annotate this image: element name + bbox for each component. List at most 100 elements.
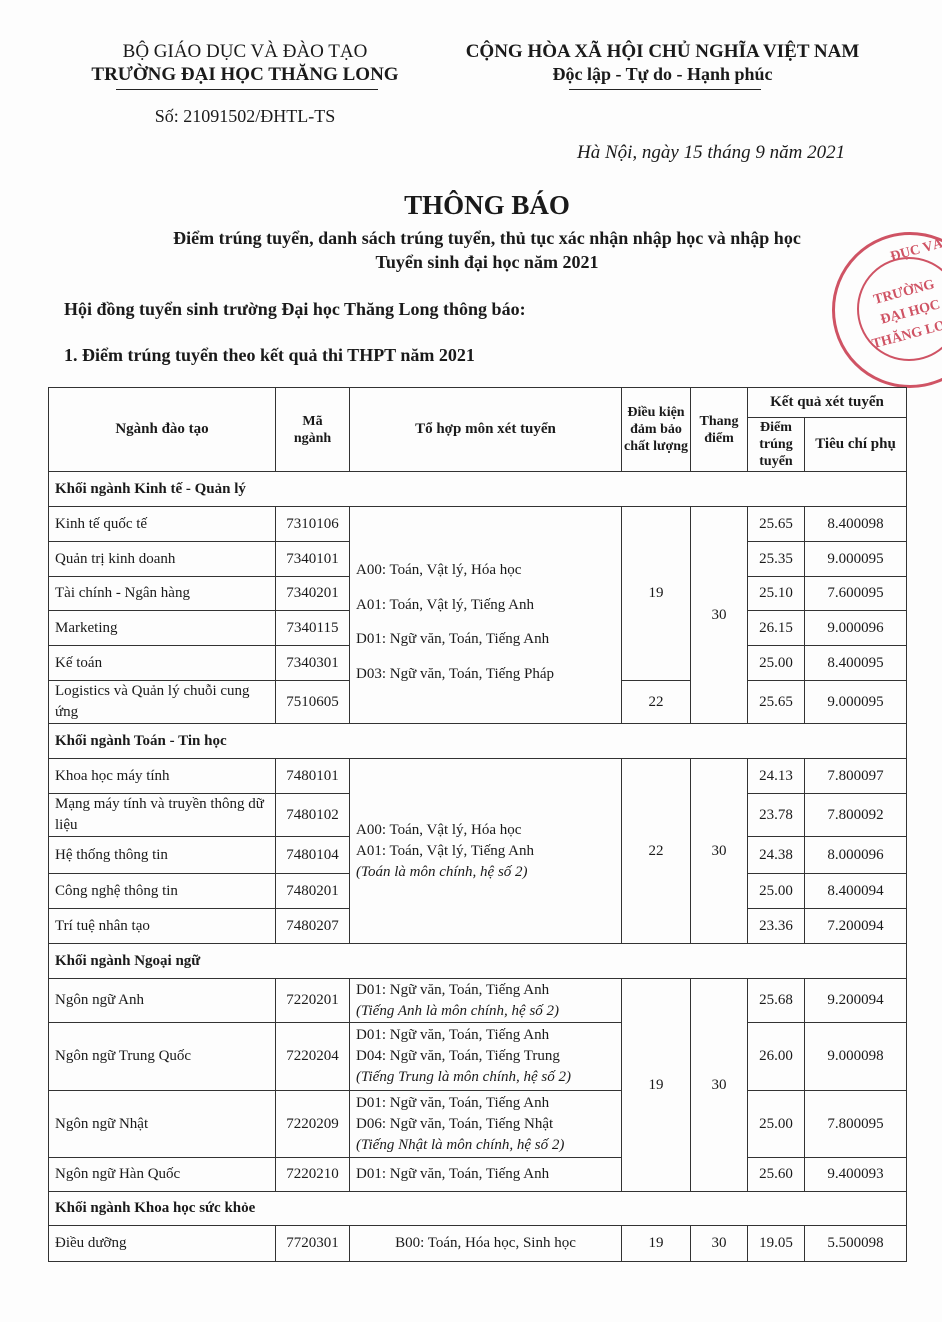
code-cell: 7340101 xyxy=(275,541,350,577)
admission-scores-table: Ngành đào tạo Mã ngành Tổ hợp môn xét tu… xyxy=(48,387,907,1262)
score-cell: 24.13 xyxy=(747,758,805,794)
quality-cell: 19 xyxy=(621,978,691,1192)
code-cell: 7340201 xyxy=(275,576,350,611)
combo-line: D03: Ngữ văn, Toán, Tiếng Pháp xyxy=(356,665,555,682)
code-cell: 7220201 xyxy=(275,978,350,1023)
code-cell: 7220209 xyxy=(275,1090,350,1158)
combo-cell: D01: Ngữ văn, Toán, Tiếng Anh D04: Ngữ v… xyxy=(349,1022,622,1091)
combo-cell: D01: Ngữ văn, Toán, Tiếng Anh (Tiếng Anh… xyxy=(349,978,622,1023)
quality-cell: 19 xyxy=(621,506,691,681)
secondary-cell: 9.000098 xyxy=(804,1022,907,1091)
code-cell: 7480104 xyxy=(275,836,350,874)
secondary-cell: 7.600095 xyxy=(804,576,907,611)
code-cell: 7720301 xyxy=(275,1225,350,1262)
score-cell: 25.60 xyxy=(747,1157,805,1192)
table-row: Ngôn ngữ Trung Quốc 7220204 D01: Ngữ văn… xyxy=(48,1022,907,1091)
secondary-cell: 9.200094 xyxy=(804,978,907,1023)
combo-line: D01: Ngữ văn, Toán, Tiếng Anh xyxy=(356,630,550,647)
secondary-cell: 9.000095 xyxy=(804,541,907,577)
table-row: Khoa học máy tính 7480101 A00: Toán, Vật… xyxy=(48,758,907,944)
major-cell: Công nghệ thông tin xyxy=(48,873,276,909)
group-heading: Khối ngành Toán - Tin học xyxy=(48,723,907,759)
ministry-name: BỘ GIÁO DỤC VÀ ĐÀO TẠO xyxy=(122,41,368,62)
combo-cell: A00: Toán, Vật lý, Hóa học A01: Toán, Vậ… xyxy=(349,758,622,944)
code-cell: 7480207 xyxy=(275,908,350,944)
secondary-cell: 7.800095 xyxy=(804,1090,907,1158)
quality-cell: 22 xyxy=(621,680,691,724)
table-row: Công nghệ thông tin 7480201 25.00 8.4000… xyxy=(48,873,907,909)
code-cell: 7480101 xyxy=(275,758,350,794)
score-cell: 25.00 xyxy=(747,645,805,681)
major-cell: Khoa học máy tính xyxy=(48,758,276,794)
table-row: Hệ thống thông tin 7480104 24.38 8.00009… xyxy=(48,836,907,874)
group-heading: Khối ngành Ngoại ngữ xyxy=(48,943,907,979)
secondary-cell: 9.400093 xyxy=(804,1157,907,1192)
table-row: Kế toán 7340301 25.00 8.400095 xyxy=(48,645,907,681)
divider xyxy=(569,89,761,90)
score-cell: 25.35 xyxy=(747,541,805,577)
combo-line: D01: Ngữ văn, Toán, Tiếng Anh xyxy=(356,1027,550,1043)
code-cell: 7480201 xyxy=(275,873,350,909)
score-cell: 25.65 xyxy=(747,680,805,724)
combo-cell: A00: Toán, Vật lý, Hóa học A01: Toán, Vậ… xyxy=(349,506,622,724)
secondary-cell: 5.500098 xyxy=(804,1225,907,1262)
score-cell: 25.68 xyxy=(747,978,805,1023)
document-title: THÔNG BÁO xyxy=(404,190,570,220)
quality-cell: 19 xyxy=(621,1225,691,1262)
combo-line: D01: Ngữ văn, Toán, Tiếng Anh xyxy=(356,981,550,998)
header-major: Ngành đào tạo xyxy=(48,387,276,472)
secondary-cell: 9.000095 xyxy=(804,680,907,724)
quality-cell: 22 xyxy=(621,758,691,944)
combo-line: D06: Ngữ văn, Toán, Tiếng Nhật xyxy=(356,1115,554,1132)
intro-text: Hội đồng tuyển sinh trường Đại học Thăng… xyxy=(64,299,526,319)
document-number: Số: 21091502/ĐHTL-TS xyxy=(154,106,336,126)
score-cell: 26.00 xyxy=(747,1022,805,1091)
group-heading: Khối ngành Khoa học sức khỏe xyxy=(48,1191,907,1226)
country-name: CỘNG HÒA XÃ HỘI CHỦ NGHĨA VIỆT NAM xyxy=(465,41,860,62)
secondary-cell: 8.000096 xyxy=(804,836,907,874)
score-cell: 19.05 xyxy=(747,1225,805,1262)
section-heading: 1. Điểm trúng tuyển theo kết quả thi THP… xyxy=(64,345,475,365)
major-cell: Mạng máy tính và truyền thông dữ liệu xyxy=(48,793,276,837)
table-row: Quản trị kinh doanh 7340101 25.35 9.0000… xyxy=(48,541,907,577)
combo-line: D01: Ngữ văn, Toán, Tiếng Anh xyxy=(356,1094,550,1111)
major-cell: Quản trị kinh doanh xyxy=(48,541,276,577)
combo-line: D04: Ngữ văn, Toán, Tiếng Trung xyxy=(356,1048,560,1064)
combo-line: A01: Toán, Vật lý, Tiếng Anh xyxy=(356,842,535,859)
table-row: Ngôn ngữ Anh 7220201 D01: Ngữ văn, Toán,… xyxy=(48,978,907,1192)
scale-cell: 30 xyxy=(690,758,748,944)
scale-cell: 30 xyxy=(690,978,748,1192)
table-row: Mạng máy tính và truyền thông dữ liệu 74… xyxy=(48,793,907,837)
code-cell: 7310106 xyxy=(275,506,350,542)
combo-note: (Tiếng Trung là môn chính, hệ số 2) xyxy=(356,1069,572,1085)
header-secondary: Tiêu chí phụ xyxy=(804,417,907,472)
combo-line: A00: Toán, Vật lý, Hóa học xyxy=(356,561,522,578)
combo-line: A00: Toán, Vật lý, Hóa học xyxy=(356,821,522,838)
document-subtitle: Điểm trúng tuyển, danh sách trúng tuyển,… xyxy=(173,228,801,248)
header-result: Kết quả xét tuyển xyxy=(747,387,907,418)
group-heading: Khối ngành Kinh tế - Quản lý xyxy=(48,471,907,507)
code-cell: 7340115 xyxy=(275,610,350,646)
header-code: Mã ngành xyxy=(275,387,350,472)
secondary-cell: 7.800092 xyxy=(804,793,907,837)
university-name: TRƯỜNG ĐẠI HỌC THĂNG LONG xyxy=(91,64,399,85)
table-row: Ngôn ngữ Hàn Quốc 7220210 D01: Ngữ văn, … xyxy=(48,1157,907,1192)
score-cell: 25.00 xyxy=(747,1090,805,1158)
major-cell: Trí tuệ nhân tạo xyxy=(48,908,276,944)
major-cell: Ngôn ngữ Nhật xyxy=(48,1090,276,1158)
secondary-cell: 7.800097 xyxy=(804,758,907,794)
combo-cell: B00: Toán, Hóa học, Sinh học xyxy=(349,1225,622,1262)
header-score: Điểm trúng tuyển xyxy=(747,417,805,472)
document-date: Hà Nội, ngày 15 tháng 9 năm 2021 xyxy=(577,142,846,163)
code-cell: 7340301 xyxy=(275,645,350,681)
score-cell: 23.78 xyxy=(747,793,805,837)
score-cell: 25.65 xyxy=(747,506,805,542)
table-row: Marketing 7340115 26.15 9.000096 xyxy=(48,610,907,646)
score-cell: 24.38 xyxy=(747,836,805,874)
scale-cell: 30 xyxy=(690,1225,748,1262)
major-cell: Điều dưỡng xyxy=(48,1225,276,1262)
score-cell: 25.00 xyxy=(747,873,805,909)
combo-cell: D01: Ngữ văn, Toán, Tiếng Anh xyxy=(349,1157,622,1192)
table-row: Kinh tế quốc tế 7310106 A00: Toán, Vật l… xyxy=(48,506,907,724)
